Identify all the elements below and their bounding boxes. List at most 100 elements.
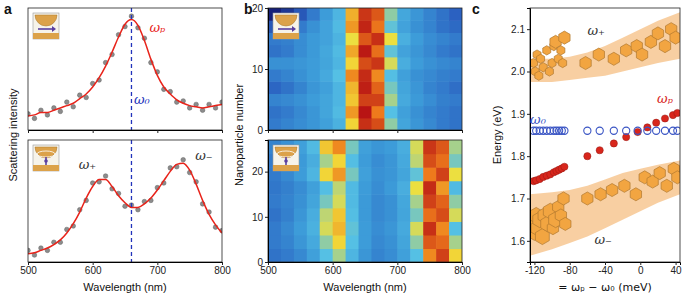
heat-cell	[371, 57, 385, 70]
inset-background	[33, 145, 59, 171]
heat-cell	[268, 118, 282, 130]
heat-cell	[307, 154, 321, 168]
heat-cell	[449, 57, 462, 70]
heat-cell	[410, 181, 424, 195]
tick: 700	[389, 262, 406, 276]
point	[561, 163, 568, 170]
heat-cell	[371, 221, 385, 235]
tick-label: 700	[389, 265, 406, 276]
heat-cell	[359, 118, 373, 130]
heat-cell	[307, 93, 321, 106]
heat-cell	[410, 154, 424, 168]
heat-cell	[281, 194, 295, 208]
tick	[462, 130, 463, 133]
heat-cell	[397, 93, 411, 106]
point	[593, 48, 604, 61]
heat-cell	[423, 140, 437, 154]
point	[644, 127, 651, 134]
heat-cell	[333, 69, 347, 82]
heat-cell	[294, 45, 308, 58]
tick-mark	[265, 8, 268, 9]
heat-cell	[371, 8, 385, 21]
tick-mark	[527, 29, 530, 30]
heat-cell	[320, 248, 334, 262]
heat-cell	[346, 248, 360, 262]
heat-cell	[359, 221, 373, 235]
heat-cell	[436, 57, 450, 70]
heat-cell	[333, 194, 347, 208]
heat-cell	[359, 194, 373, 208]
heat-cell	[397, 154, 411, 168]
inset-icon	[33, 13, 59, 39]
tick-label: 1.7	[511, 193, 525, 204]
heat-cell	[294, 93, 308, 106]
heat-cell	[307, 118, 321, 130]
tick-label: 1.6	[511, 236, 525, 247]
tick: 1.9	[511, 109, 530, 120]
heat-cell	[436, 167, 450, 181]
tick: 0	[257, 125, 268, 136]
heat-cell	[333, 93, 347, 106]
panel: ωₚω₀	[26, 8, 225, 133]
heat-cell	[294, 106, 308, 119]
panel-label: a	[4, 1, 12, 17]
x-axis-line	[269, 131, 463, 134]
tick-label: 20	[252, 3, 264, 14]
tick-label: 2.0	[511, 66, 525, 77]
heat-cell	[268, 208, 282, 222]
heat-cell	[320, 154, 334, 168]
heat-cell	[384, 8, 398, 21]
plot-frame	[268, 140, 462, 262]
tick: 600	[85, 262, 102, 276]
point	[58, 109, 63, 114]
point	[584, 153, 591, 160]
heat-cell	[346, 106, 360, 119]
heat-cell	[384, 20, 398, 33]
heat-cell	[384, 81, 398, 94]
heat-cell	[436, 221, 450, 235]
point	[659, 40, 670, 53]
x-axis-title: = ωₚ − ω₀ (meV)	[558, 281, 652, 294]
heat-cell	[384, 69, 398, 82]
heat-cell	[333, 167, 347, 181]
point	[654, 167, 665, 180]
point	[580, 57, 591, 70]
plot-frame	[28, 140, 222, 262]
point	[181, 157, 186, 162]
tick: 0	[638, 262, 644, 276]
inset-particle	[275, 15, 297, 26]
heat-cell	[346, 93, 360, 106]
heat-cell	[307, 57, 321, 70]
heat-cell	[423, 194, 437, 208]
x-axis	[29, 130, 223, 133]
point	[537, 54, 545, 63]
heat-cell	[397, 194, 411, 208]
y-axis: 1.61.71.81.92.02.1	[511, 9, 530, 263]
point	[670, 31, 680, 44]
heat-cell	[307, 221, 321, 235]
heat-cell	[333, 221, 347, 235]
point	[610, 140, 617, 147]
heat-cell	[449, 154, 462, 168]
heat-cell	[333, 8, 347, 21]
heat-cell	[384, 248, 398, 262]
point	[653, 119, 660, 126]
tick-mark	[527, 156, 530, 157]
heat-cell	[281, 81, 295, 94]
inset-arrow	[45, 157, 47, 165]
tick: 10	[252, 64, 268, 75]
tick: 2.0	[511, 66, 530, 77]
heat-cell	[268, 81, 282, 94]
tick: 800	[454, 262, 471, 276]
heat-cell	[410, 167, 424, 181]
heat-cell	[281, 208, 295, 222]
tick: 1.7	[511, 193, 530, 204]
heat-cell	[333, 235, 347, 249]
heat-cell	[333, 45, 347, 58]
heat-cell	[333, 181, 347, 195]
heat-cell	[346, 208, 360, 222]
heat-cell	[346, 8, 360, 21]
heat-cell	[307, 167, 321, 181]
heat-cell	[307, 181, 321, 195]
tick: 600	[325, 262, 342, 276]
